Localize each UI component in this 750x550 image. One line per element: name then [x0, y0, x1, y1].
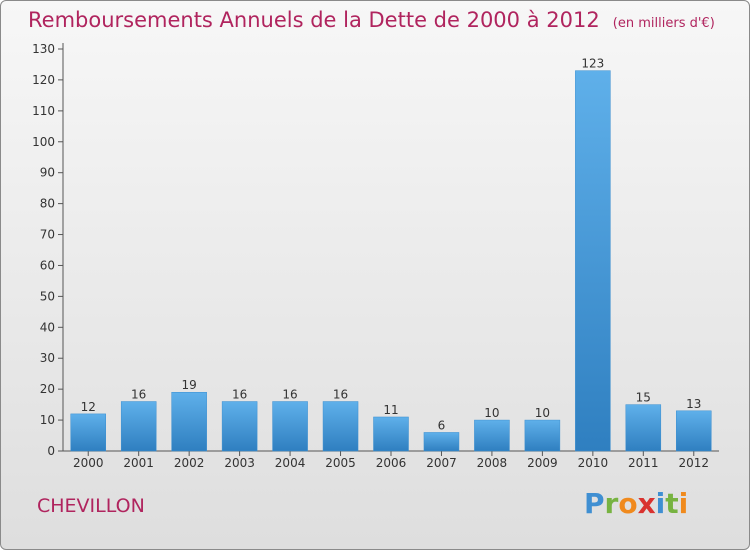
logo-letter: r	[604, 487, 619, 520]
logo-letter: i	[678, 487, 689, 520]
bar	[676, 410, 712, 452]
y-tick-label: 80	[40, 197, 55, 211]
bar	[625, 404, 662, 452]
x-tick-label: 2010	[578, 456, 609, 470]
bar-value-label: 6	[438, 418, 446, 432]
chart-title-block: Remboursements Annuels de la Dette de 20…	[28, 8, 715, 32]
chart-title: Remboursements Annuels de la Dette de 20…	[28, 8, 600, 32]
y-axis: 0 10 20 30 40 50 60 70 80 90 100 110 120 130	[32, 42, 64, 458]
logo-letter: P	[584, 487, 605, 520]
x-tick-label: 2012	[678, 456, 709, 470]
x-tick-label: 2004	[275, 456, 306, 470]
y-tick-label: 10	[40, 413, 55, 427]
bar	[423, 432, 460, 452]
y-tick-label: 60	[40, 258, 55, 272]
y-tick-label: 90	[40, 166, 55, 180]
chart-unit-note: (en milliers d'€)	[612, 16, 715, 31]
bar-value-label: 10	[484, 406, 499, 420]
y-tick-label: 50	[40, 289, 55, 303]
bar-value-label: 13	[686, 397, 701, 411]
bar	[221, 401, 258, 452]
x-tick-label: 2008	[477, 456, 508, 470]
bar-value-label: 16	[232, 388, 247, 402]
y-tick-label: 120	[32, 73, 55, 87]
x-tick-label: 2001	[123, 456, 154, 470]
y-tick-label: 0	[47, 444, 55, 458]
bar	[322, 401, 359, 452]
y-tick-label: 100	[32, 135, 55, 149]
bar	[70, 413, 106, 452]
bar-value-label: 12	[81, 400, 96, 414]
x-tick-label: 2006	[376, 456, 407, 470]
x-tick-label: 2009	[527, 456, 558, 470]
x-axis: 2000 2001 2002 2003 2004 2005 2006 2007 2008 2009…	[63, 450, 719, 470]
bar	[373, 416, 409, 452]
commune-name: CHEVILLON	[37, 495, 145, 517]
x-tick-label: 2005	[325, 456, 356, 470]
bar	[120, 401, 157, 452]
x-tick-label: 2007	[426, 456, 457, 470]
bar	[272, 401, 308, 452]
bar	[524, 419, 561, 452]
bar	[575, 70, 611, 452]
bar	[474, 419, 510, 452]
bars-group: 12 16 19 16 16 16 11 6 10 10 123 15 13	[70, 57, 712, 452]
bar-value-label: 15	[636, 391, 651, 405]
bar-value-label: 10	[535, 406, 550, 420]
y-tick-label: 20	[40, 382, 55, 396]
y-tick-label: 130	[32, 42, 55, 56]
bar	[171, 391, 207, 452]
x-tick-label: 2011	[628, 456, 659, 470]
y-tick-label: 110	[32, 104, 55, 118]
bar-value-label: 16	[131, 388, 146, 402]
logo-letter: t	[665, 487, 679, 520]
x-tick-label: 2003	[224, 456, 255, 470]
proxiti-logo: Proxiti	[584, 487, 688, 520]
x-tick-label: 2000	[73, 456, 104, 470]
y-tick-label: 70	[40, 228, 55, 242]
logo-letter: o	[618, 487, 638, 520]
bar-value-label: 11	[383, 403, 398, 417]
y-tick-label: 40	[40, 320, 55, 334]
bar-value-label: 16	[333, 388, 348, 402]
bar-value-label: 123	[581, 57, 604, 71]
logo-letter: x	[637, 487, 656, 520]
bar-value-label: 19	[182, 378, 197, 392]
x-tick-label: 2002	[174, 456, 205, 470]
bar-value-label: 16	[282, 388, 297, 402]
y-tick-label: 30	[40, 351, 55, 365]
logo-letter: i	[655, 487, 666, 520]
